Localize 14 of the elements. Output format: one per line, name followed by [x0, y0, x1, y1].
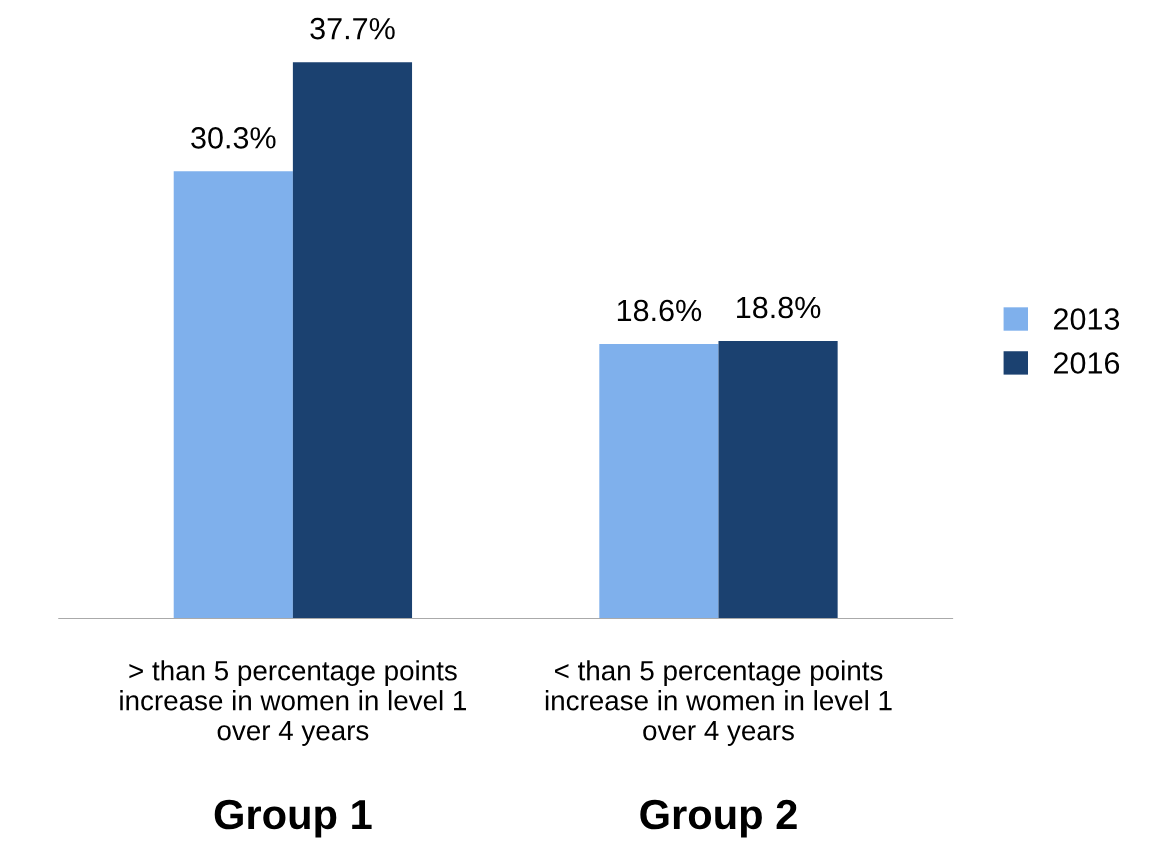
bar	[292, 62, 413, 619]
legend-label: 2016	[1054, 352, 1120, 374]
data-label: 18.6%	[617, 299, 702, 322]
data-label: 37.7%	[310, 17, 395, 40]
bar	[718, 341, 838, 619]
data-label: 30.3%	[191, 127, 276, 149]
x-tick-label: < than 5 percentage points increase in women in level 1 over 4 years	[545, 660, 892, 746]
text: Group 2	[640, 799, 797, 838]
bar	[599, 344, 719, 619]
x-tick-label: > than 5 percentage points increase in women in level 1 over 4 years	[120, 660, 467, 746]
text: Group 1	[214, 799, 372, 838]
bar	[173, 171, 293, 619]
data-label: 18.8%	[737, 296, 821, 319]
legend-label: 2013	[1054, 308, 1120, 330]
